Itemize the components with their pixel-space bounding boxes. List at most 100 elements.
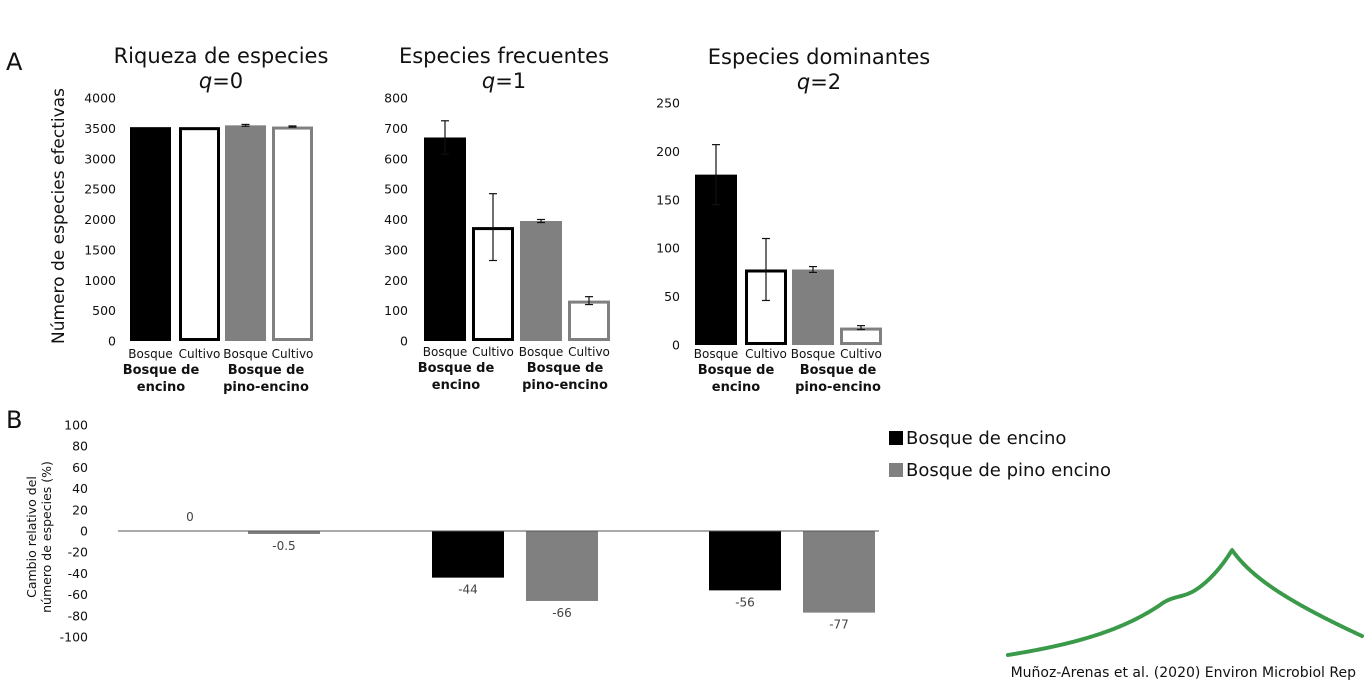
y-tick-label: 800 [384,91,408,106]
data-label: -0.5 [272,539,295,553]
y-tick-label: 200 [656,144,680,159]
group-label: Bosque de [527,361,604,376]
legend-swatch-encino [889,431,903,445]
category-label: Bosque [519,345,563,359]
legend-label-pino-encino: Bosque de pino encino [906,460,1111,481]
data-label: 0 [186,510,194,524]
y-tick-label: 500 [384,182,408,197]
group-label: Bosque de [228,363,305,378]
group-label: Bosque de [123,363,200,378]
mountain-logo [1006,546,1364,657]
bar [520,221,562,341]
y-tick-label: 500 [92,303,116,318]
group-label: pino-encino [223,380,309,395]
chart-subtitle: q=1 [482,69,526,93]
y-tick-label: 0 [400,334,408,349]
category-label: Cultivo [179,347,221,361]
chart-subtitle: q=0 [199,69,243,93]
panel-b-ylabel-1: Cambio relativo del [24,476,39,598]
category-label: Cultivo [472,345,514,359]
category-label: Cultivo [745,347,787,361]
chart-title: Riqueza de especies [114,44,329,68]
panel-b-ylabel-2: número de especies (%) [39,461,54,613]
chart-title: Especies dominantes [708,45,930,69]
y-tick-label: 1500 [84,242,116,257]
y-tick-label: 80 [72,439,88,454]
bar [792,269,834,345]
bar [526,531,598,601]
y-tick-label: 3000 [84,151,116,166]
y-tick-label: 400 [384,212,408,227]
group-label: pino-encino [795,380,881,395]
group-label: Bosque de [800,363,877,378]
bar [840,327,882,345]
y-tick-label: 3500 [84,121,116,136]
legend: Bosque de encino Bosque de pino encino [889,428,1111,481]
category-label: Cultivo [568,345,610,359]
category-label: Bosque [694,347,738,361]
y-tick-label: 600 [384,151,408,166]
group-label: pino-encino [522,378,608,393]
category-label: Bosque [223,347,267,361]
y-tick-label: 150 [656,192,680,207]
y-tick-label: 700 [384,121,408,136]
group-label: Bosque de [698,363,775,378]
bar [432,531,504,578]
y-tick-label: -100 [60,630,88,645]
bar [248,531,320,534]
y-tick-label: 4000 [84,91,116,106]
chart-title: Especies frecuentes [399,44,609,68]
category-label: Cultivo [272,347,314,361]
data-label: -56 [735,595,755,609]
chart-subtitle: q=2 [797,70,841,94]
y-tick-label: 250 [656,96,680,111]
category-label: Cultivo [840,347,882,361]
y-tick-label: 0 [80,524,88,539]
group-label: encino [712,380,760,395]
bar [803,531,875,613]
category-label: Bosque [128,347,172,361]
data-label: -44 [458,583,478,597]
category-label: Bosque [791,347,835,361]
bar [130,127,171,341]
y-tick-label: 100 [384,303,408,318]
y-tick-label: -60 [68,587,88,602]
y-tick-label: 40 [72,481,88,496]
y-tick-label: 0 [672,338,680,353]
citation: Muñoz-Arenas et al. (2020) Environ Micro… [1011,665,1357,681]
y-tick-label: 20 [72,502,88,517]
y-tick-label: -80 [68,608,88,623]
chart-cambio-relativo: -100 -80 -60 -40 -20 0 20 40 60 80 100 0 -44 -56 -0.5 -… [60,418,879,645]
y-tick-label: 2500 [84,182,116,197]
group-label: encino [432,378,480,393]
y-tick-label: 100 [64,418,88,433]
data-label: -77 [829,618,849,632]
bar [272,126,313,341]
group-label: Bosque de [418,361,495,376]
legend-label-encino: Bosque de encino [906,428,1066,449]
y-tick-label: 50 [664,289,680,304]
panel-b-letter: B [6,406,22,434]
panel-a-ylabel: Número de especies efectivas [49,88,69,344]
y-tick-label: 200 [384,273,408,288]
bar [424,137,466,341]
y-tick-label: -40 [68,566,88,581]
y-tick-label: 60 [72,460,88,475]
y-tick-label: 1000 [84,273,116,288]
category-label: Bosque [423,345,467,359]
panel-a-letter: A [6,48,23,76]
bar [179,127,220,341]
group-label: encino [137,380,185,395]
data-label: -66 [552,606,572,620]
y-tick-label: 2000 [84,212,116,227]
y-tick-label: 100 [656,241,680,256]
bar [225,125,266,342]
bar [568,300,610,342]
y-tick-label: 300 [384,242,408,257]
y-tick-label: -20 [68,545,88,560]
bar [709,531,781,591]
